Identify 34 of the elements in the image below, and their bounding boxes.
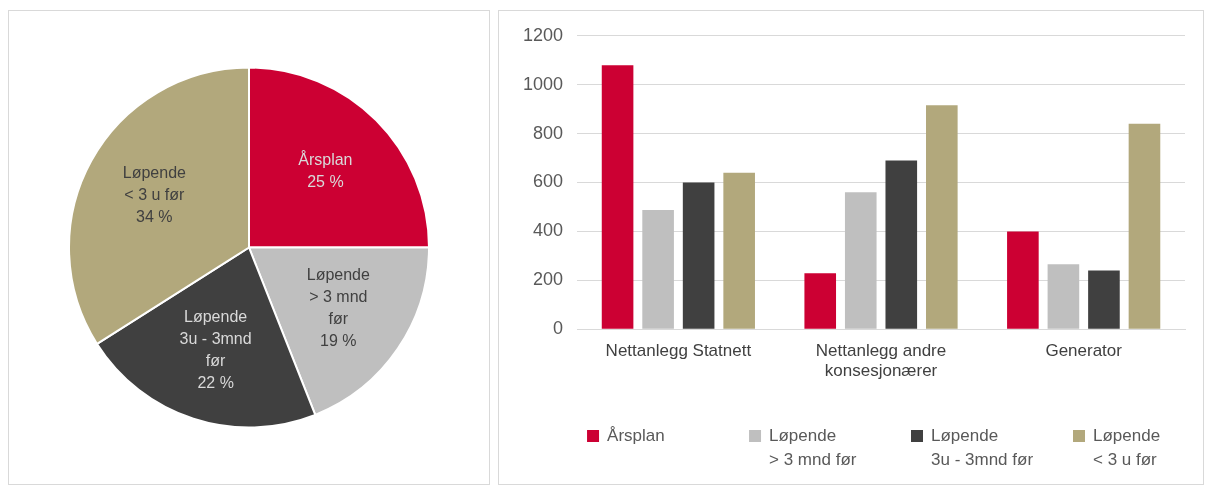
y-tick-label: 200 [533, 269, 564, 290]
data-label: 34 % [136, 207, 173, 225]
data-label: 19 % [320, 331, 357, 349]
x-tick-label: Nettanlegg andre konsesjonærer [815, 341, 947, 381]
y-tick-label: 1200 [523, 24, 564, 45]
bar [885, 160, 918, 329]
bar [844, 192, 877, 329]
y-tick-label: 1000 [523, 73, 564, 94]
data-label: 22 % [197, 373, 234, 391]
bar [804, 273, 837, 329]
slice-label: Løpende > 3 mnd før [306, 265, 370, 327]
slice-label: Løpende < 3 u før [122, 163, 187, 203]
bar [682, 182, 715, 329]
bar [642, 209, 674, 329]
bar [1128, 123, 1161, 329]
y-tick-label: 800 [533, 122, 564, 143]
bar [1088, 270, 1120, 329]
bar [723, 172, 755, 329]
slice-label: Årsplan [298, 149, 353, 168]
legend-label: Løpende 3u - 3mnd før [931, 425, 1034, 469]
y-tick-label: 600 [533, 171, 564, 192]
data-label: 25 % [307, 172, 344, 190]
legend-label: Løpende > 3 mnd før [769, 425, 857, 469]
legend-label: Årsplan [607, 425, 665, 445]
y-tick-label: 400 [533, 220, 564, 241]
slice-label: Løpende 3u - 3mnd før [179, 307, 252, 369]
x-tick-label: Nettanlegg Statnett [605, 341, 752, 361]
legend-label: Løpende < 3 u før [1093, 425, 1161, 469]
y-tick-label: 0 [553, 318, 564, 339]
bar [601, 65, 634, 329]
bar [1007, 231, 1039, 329]
bar [1047, 264, 1080, 329]
x-tick-label: Generator [1045, 341, 1123, 361]
bar [926, 105, 958, 329]
